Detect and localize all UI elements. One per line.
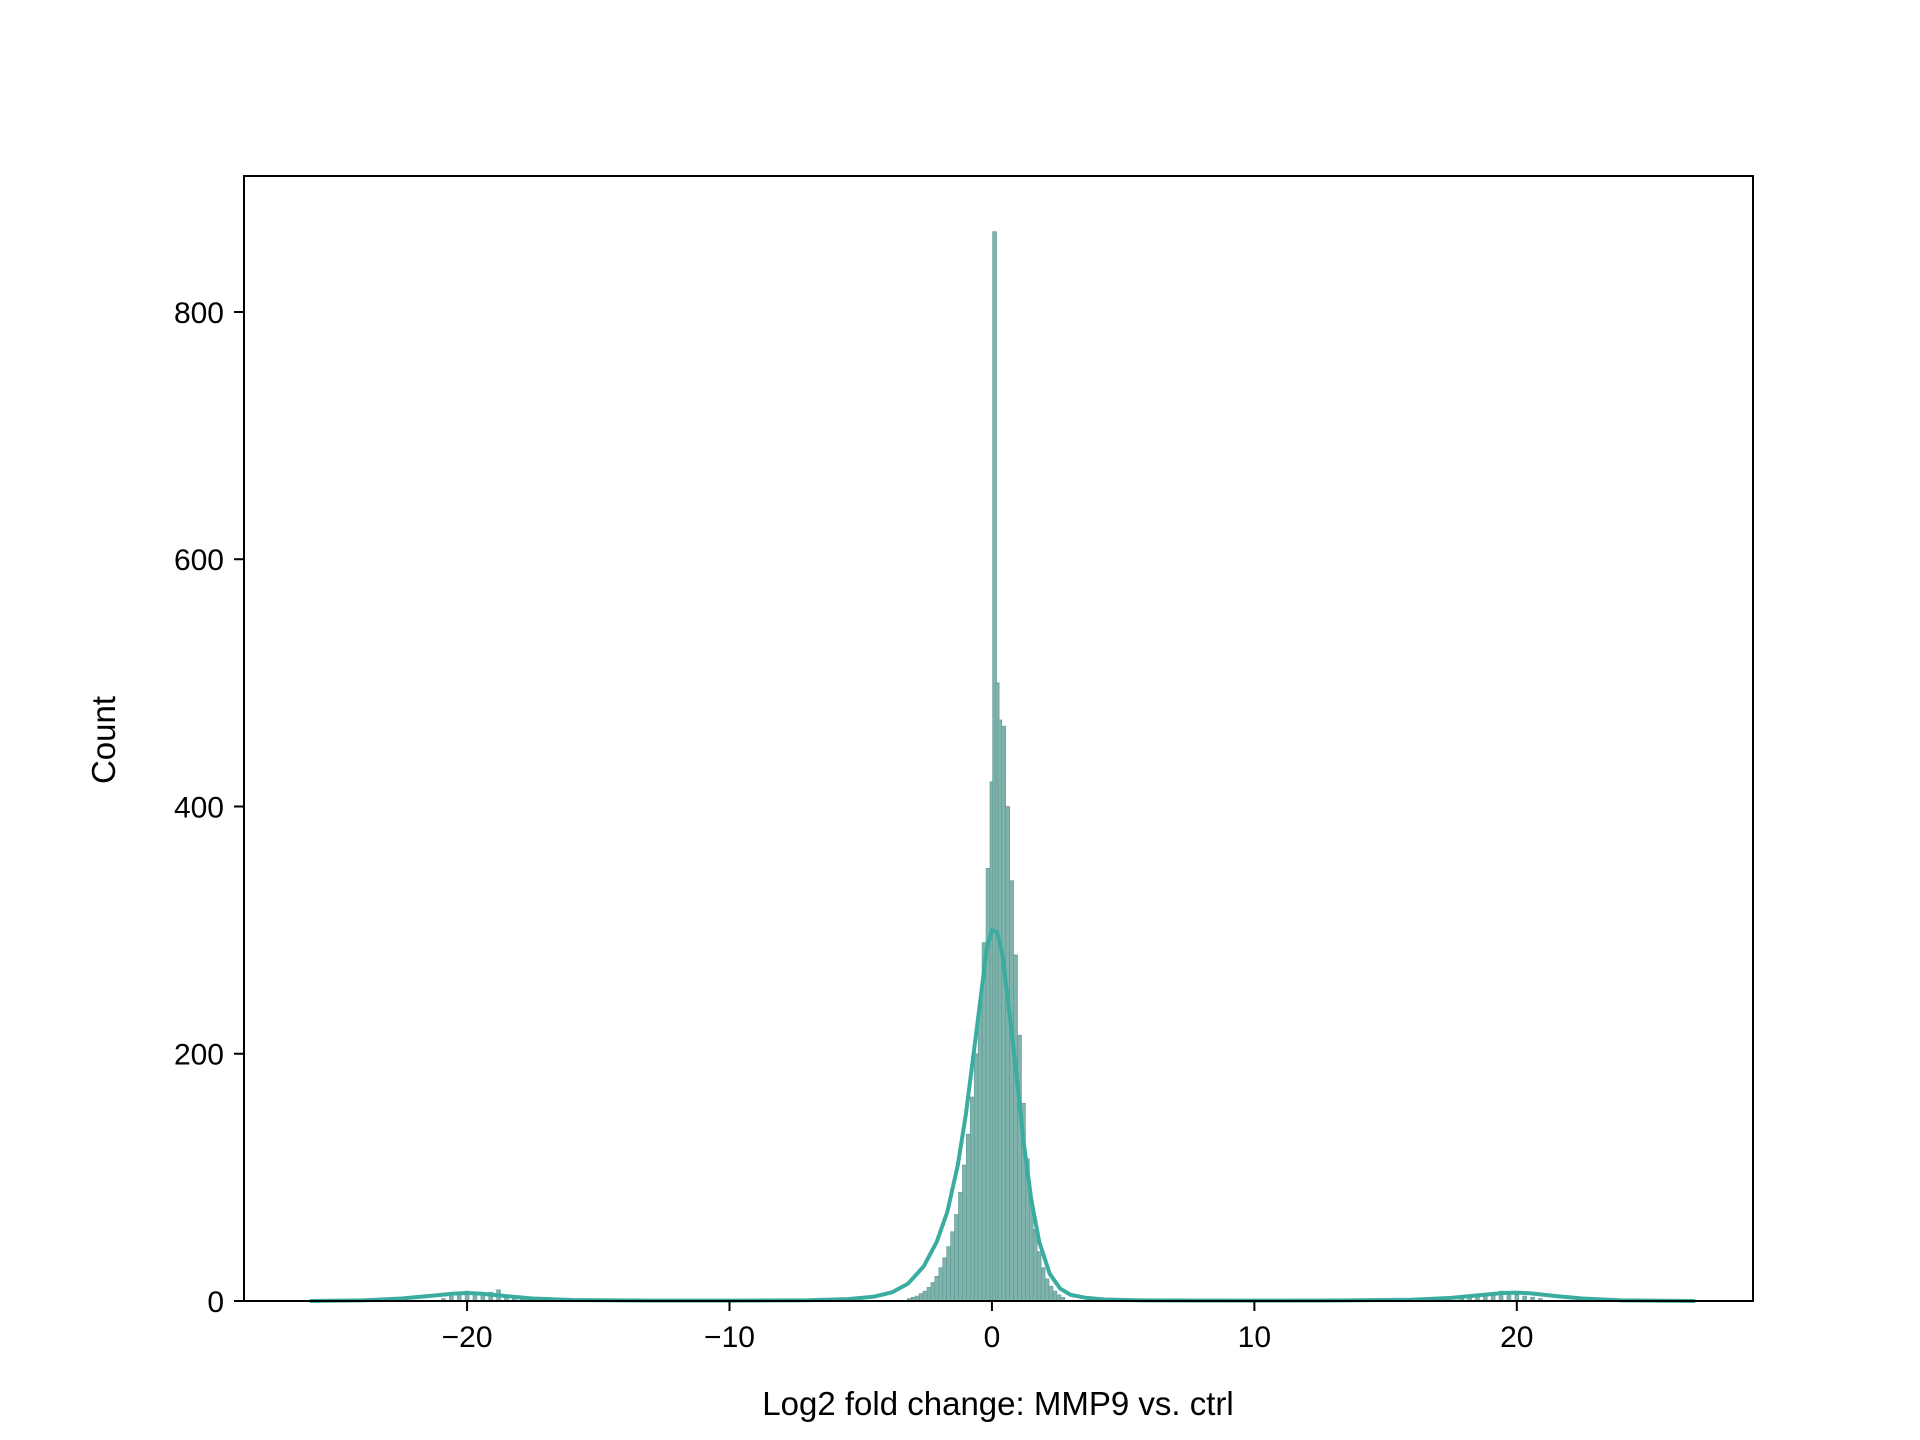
x-tick-label: 0 — [984, 1321, 1001, 1354]
histogram-bar — [950, 1231, 955, 1302]
y-axis-label: Count — [85, 696, 122, 784]
histogram-bar — [1040, 1267, 1046, 1302]
y-tick-label: 200 — [174, 1039, 224, 1072]
histogram-bar — [1036, 1251, 1042, 1302]
y-tick-label: 400 — [174, 791, 224, 824]
histogram-bar — [926, 1287, 932, 1302]
x-axis-ticks: −20 −10 0 10 20 — [442, 1301, 1533, 1354]
x-axis-label: Log2 fold change: MMP9 vs. ctrl — [762, 1385, 1233, 1422]
histogram-bar — [1048, 1285, 1054, 1302]
y-axis-ticks: 0 200 400 600 800 — [174, 297, 244, 1319]
x-tick-label: −10 — [704, 1321, 755, 1354]
plot-frame — [243, 175, 1754, 1302]
x-tick-label: −20 — [442, 1321, 493, 1354]
histogram-bar — [1032, 1228, 1038, 1302]
x-tick-label: 20 — [1500, 1321, 1533, 1354]
histogram-bar — [969, 1096, 975, 1302]
histogram-bar — [973, 1053, 979, 1302]
histogram-bar — [946, 1246, 951, 1302]
histogram-bar — [1052, 1290, 1058, 1302]
histogram-bar — [958, 1191, 963, 1302]
histogram-bar — [1013, 954, 1018, 1302]
histogram-bars — [441, 231, 1543, 1302]
y-tick-label: 800 — [174, 297, 224, 330]
y-tick-label: 600 — [174, 544, 224, 577]
histogram-bar — [962, 1164, 967, 1302]
histogram-bar — [954, 1214, 959, 1302]
kde-curve — [309, 927, 1696, 1303]
histogram-bar — [918, 1293, 924, 1302]
histogram-bar — [922, 1290, 928, 1302]
histogram-bar — [930, 1282, 936, 1302]
histogram-bar — [1009, 880, 1014, 1302]
histogram-bar — [942, 1257, 947, 1302]
histogram-bar — [934, 1275, 940, 1302]
x-tick-label: 10 — [1238, 1321, 1271, 1354]
histogram-bar — [977, 1003, 983, 1302]
y-tick-label: 0 — [207, 1286, 224, 1319]
histogram-bar — [966, 1133, 971, 1302]
histogram-bar — [1044, 1278, 1050, 1302]
histogram-bar — [997, 719, 1003, 1302]
histogram-bar — [1001, 725, 1007, 1302]
histogram-bar — [938, 1267, 944, 1302]
histogram-bar — [1005, 806, 1010, 1302]
